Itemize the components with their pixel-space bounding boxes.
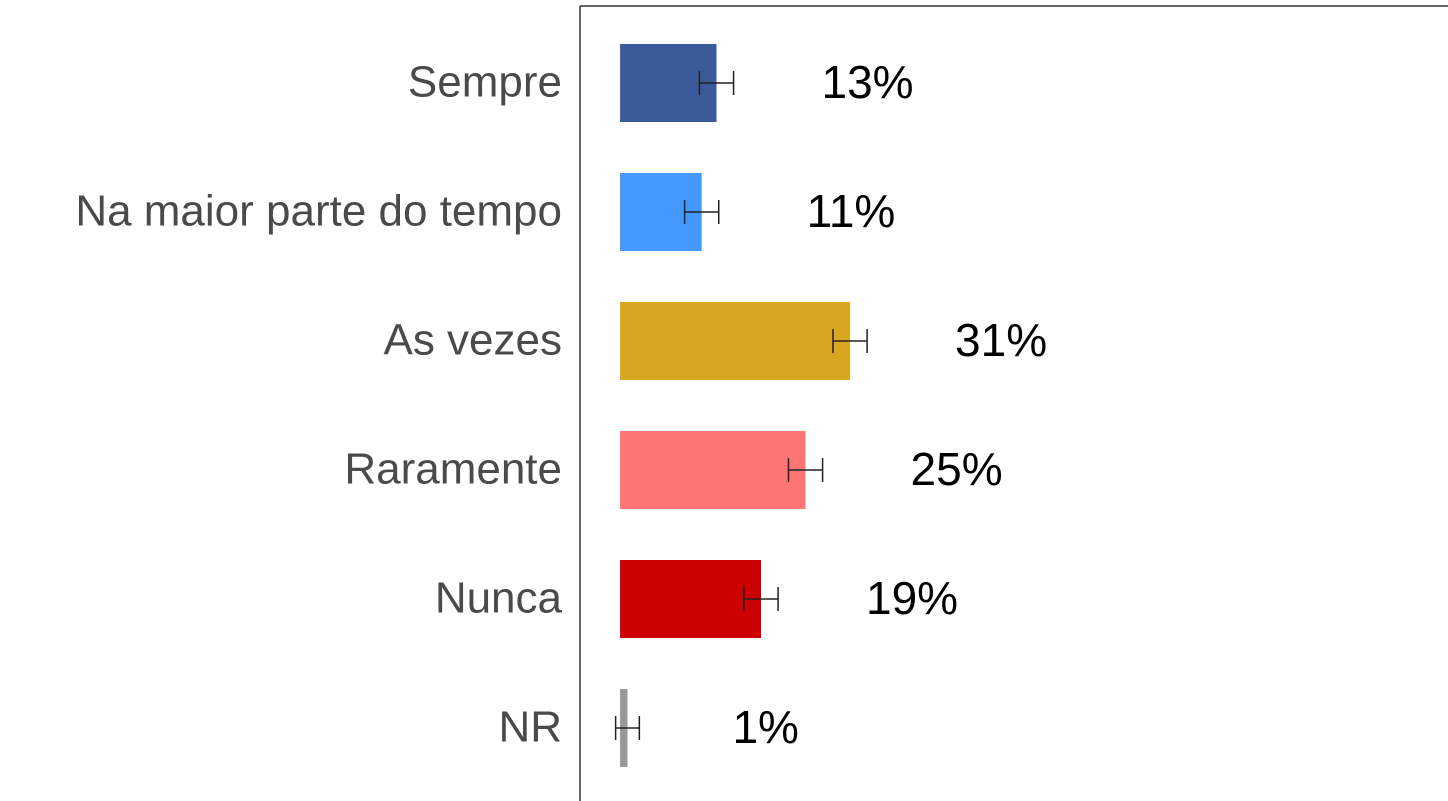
bar	[620, 560, 762, 638]
category-label: Raramente	[344, 445, 562, 494]
value-label: 19%	[866, 572, 958, 624]
category-label: Sempre	[408, 58, 562, 107]
bar	[620, 302, 851, 380]
value-label: 11%	[807, 185, 896, 237]
error-bar	[743, 587, 779, 611]
error-bar	[698, 71, 735, 95]
value-label: 13%	[822, 56, 914, 108]
error-bar	[614, 716, 641, 740]
value-label: 31%	[955, 314, 1047, 366]
error-bar	[683, 200, 720, 224]
category-label: Nunca	[435, 574, 563, 623]
value-label: 1%	[732, 701, 798, 753]
error-bar	[787, 458, 824, 482]
category-label: NR	[498, 703, 562, 752]
value-label: 25%	[911, 443, 1003, 495]
category-label: Na maior parte do tempo	[75, 187, 562, 236]
category-label: As vezes	[383, 316, 562, 365]
error-bar	[832, 329, 868, 353]
bar	[620, 431, 806, 509]
